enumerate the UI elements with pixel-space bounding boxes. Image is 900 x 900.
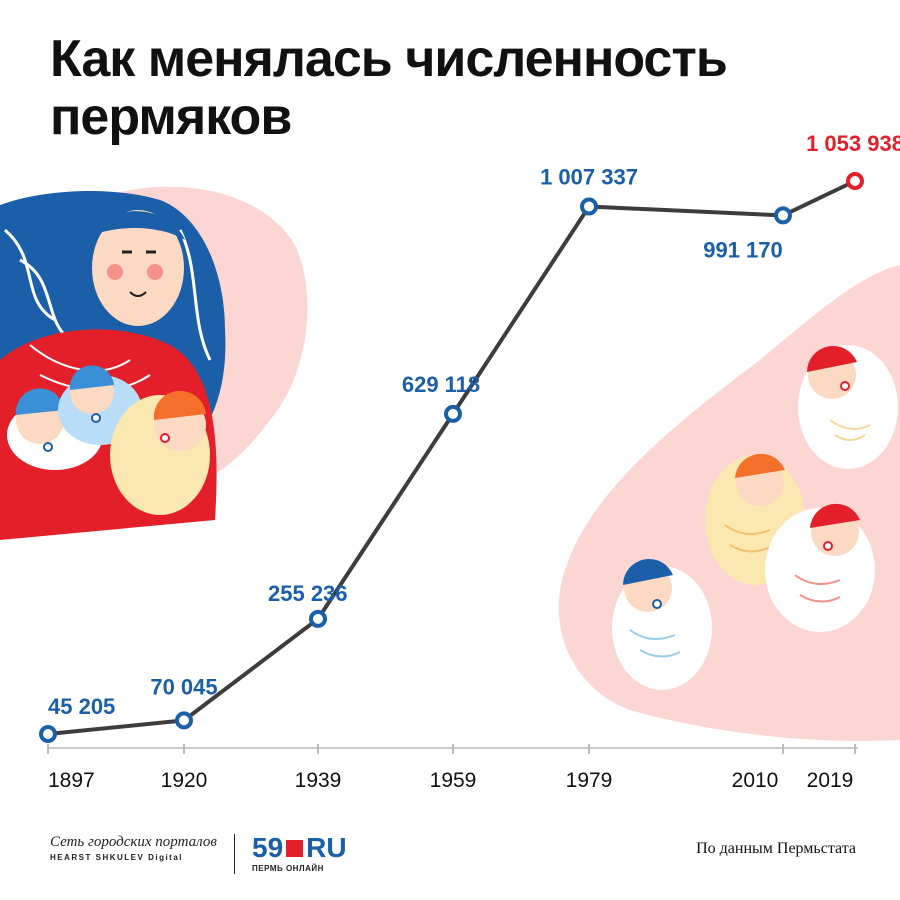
data-source: По данным Пермьстата: [696, 840, 856, 857]
x-tick-label: 1979: [566, 769, 613, 792]
x-tick-label: 2010: [732, 769, 779, 792]
x-tick-label: 1920: [161, 769, 208, 792]
logo-ru: RU: [306, 832, 347, 863]
x-tick-label: 1897: [48, 769, 95, 792]
data-label: 991 170: [703, 237, 783, 262]
logo-number: 59: [252, 832, 284, 863]
logo-square-icon: [286, 839, 304, 857]
data-label: 45 205: [48, 694, 115, 719]
data-point: [309, 609, 327, 628]
site-logo: 59 RU ПЕРМЬ ОНЛАЙН: [252, 834, 347, 874]
footer-divider: [234, 834, 235, 874]
data-label: 1 053 938: [806, 131, 900, 156]
data-point: [774, 206, 792, 225]
x-axis-ticks: [47, 744, 856, 754]
x-tick-label: 1959: [430, 769, 477, 792]
page-title: Как менялась численность пермяков: [50, 30, 728, 146]
data-point: [444, 404, 462, 423]
data-point: [580, 197, 598, 216]
data-point: [39, 725, 57, 743]
logo-subtitle: ПЕРМЬ ОНЛАЙН: [252, 864, 324, 873]
swaddled-babies-illustration: [612, 345, 898, 690]
mother-with-babies-illustration: [0, 190, 226, 540]
data-point: [846, 172, 864, 190]
data-label: 255 236: [268, 581, 348, 606]
site-logo-main: 59 RU: [252, 834, 347, 862]
portal-network-logo: Сеть городских порталов HEARST SHKULEV D…: [50, 834, 217, 862]
x-tick-label: 2019: [807, 769, 854, 792]
x-tick-label: 1939: [295, 769, 342, 792]
data-markers: [39, 172, 864, 743]
data-label: 1 007 337: [540, 165, 638, 190]
data-labels: 45 205 70 045 255 236 629 118 1 007 337 991 1…: [48, 131, 900, 719]
data-label: 70 045: [150, 674, 217, 699]
portal-sub: HEARST SHKULEV Digital: [50, 853, 184, 862]
data-label: 629 118: [402, 372, 480, 397]
x-axis-labels: 1897 1920 1939 1959 1979 2010 2019: [48, 769, 853, 792]
data-point: [175, 711, 193, 730]
portal-name: Сеть городских порталов: [50, 834, 217, 850]
